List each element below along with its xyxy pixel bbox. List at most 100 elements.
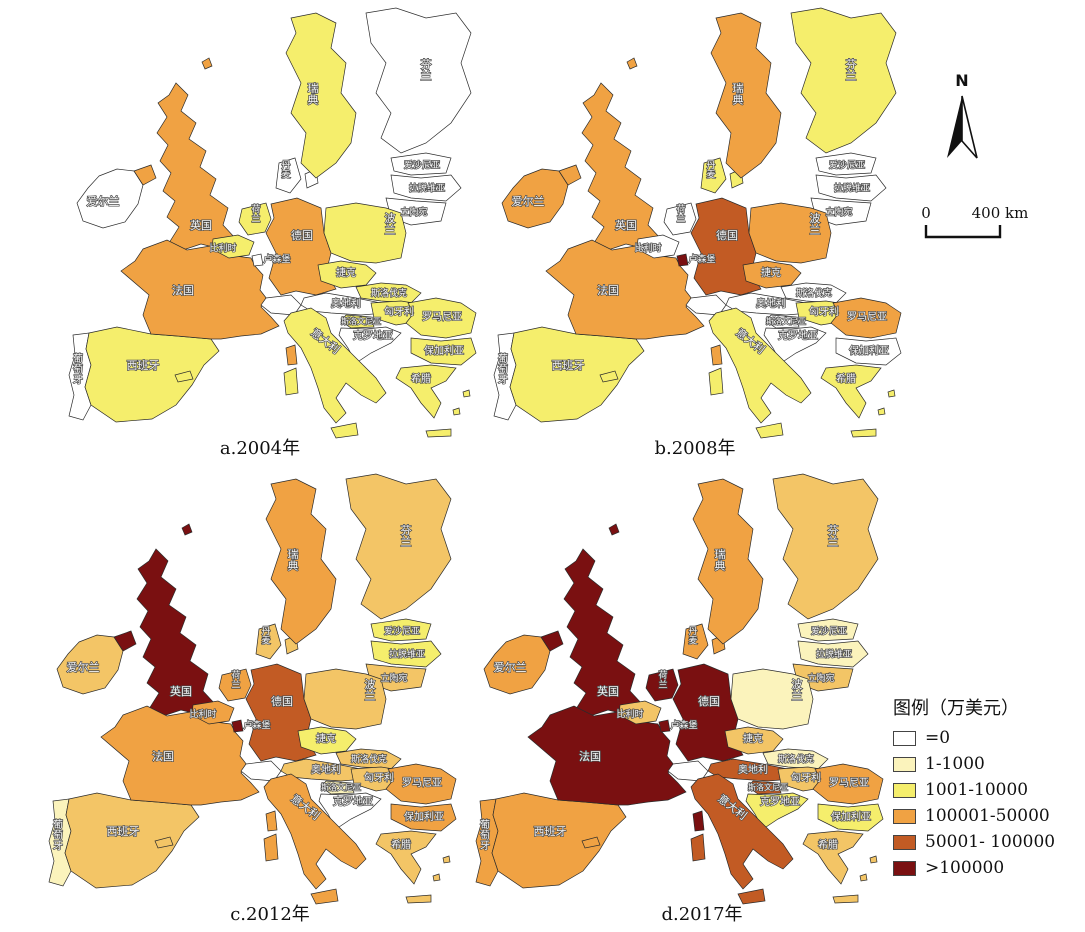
country-FR <box>545 239 705 340</box>
country-label-NL: 荷兰 <box>251 204 260 224</box>
country-FR <box>100 705 260 806</box>
country-RO <box>812 763 884 805</box>
country-ES <box>581 836 601 849</box>
legend-item: 100001-50000 <box>893 808 1083 825</box>
country-ES <box>64 792 200 889</box>
north-arrow-left <box>947 96 962 158</box>
country-GR <box>869 855 878 864</box>
country-HR <box>338 326 402 364</box>
country-label-LV: 拉脱维亚 <box>389 648 425 660</box>
country-label-IE: 爱尔兰 <box>87 195 120 208</box>
country-BE <box>618 700 662 725</box>
country-label-BE: 比利时 <box>616 708 643 720</box>
country-label-LU: 卢森堡 <box>670 719 697 731</box>
country-NL <box>645 668 679 702</box>
country-LV <box>390 174 462 202</box>
country-NL <box>218 668 252 702</box>
country-LU <box>231 719 244 733</box>
country-label-LU: 卢森堡 <box>688 253 715 265</box>
country-label-FR: 法国 <box>152 749 174 763</box>
legend-swatch <box>893 861 916 876</box>
country-GB <box>558 164 582 186</box>
country-label-SE: 瑞典 <box>308 81 319 107</box>
country-label-SI: 斯洛文尼亚 <box>748 782 788 792</box>
country-label-SE: 瑞典 <box>733 81 744 107</box>
country-label-GB: 英国 <box>170 684 192 698</box>
country-SI <box>765 314 800 329</box>
country-LV <box>370 640 442 668</box>
panel-caption-d: d.2017年 <box>661 904 742 925</box>
country-GR <box>405 894 432 904</box>
panel-caption-a: a.2004年 <box>220 438 300 459</box>
country-ES <box>174 370 194 383</box>
country-FR <box>710 344 723 366</box>
country-label-HU: 匈牙利 <box>809 305 839 318</box>
country-GR <box>877 407 886 416</box>
country-BG <box>410 337 477 366</box>
country-label-ES: 西班牙 <box>127 359 160 372</box>
panel-caption-c: c.2012年 <box>230 904 310 925</box>
country-label-LV: 拉脱维亚 <box>834 182 870 194</box>
country-label-BG: 保加利亚 <box>849 344 889 357</box>
country-label-GR: 希腊 <box>836 372 856 385</box>
country-label-DK: 丹麦 <box>261 626 270 646</box>
country-label-HR: 克罗地亚 <box>333 795 373 808</box>
country-label-FI: 芬兰 <box>828 524 839 549</box>
country-SK <box>762 748 829 770</box>
country-IT <box>283 307 387 424</box>
legend-item-label: 1001-10000 <box>925 780 1029 800</box>
country-ES <box>491 792 627 889</box>
country-label-FI: 芬兰 <box>421 58 432 83</box>
country-SI <box>320 780 355 795</box>
country-label-LT: 立陶宛 <box>400 206 427 218</box>
country-GB <box>563 548 644 717</box>
country-RO <box>830 297 902 339</box>
country-label-PL: 波兰 <box>385 212 396 237</box>
country-EE <box>370 618 432 642</box>
country-label-NL: 荷兰 <box>658 670 667 690</box>
country-label-SE: 瑞典 <box>288 547 299 573</box>
country-CZ <box>317 260 377 289</box>
country-label-SI: 斯洛文尼亚 <box>766 316 806 326</box>
country-label-CZ: 捷克 <box>316 732 336 745</box>
country-ES <box>154 836 174 849</box>
country-DK <box>700 157 727 194</box>
country-GR <box>850 428 877 438</box>
legend-item: >100000 <box>893 860 1083 877</box>
country-BE <box>211 234 255 259</box>
country-FR <box>120 239 280 340</box>
country-GR <box>452 407 461 416</box>
country-FR <box>285 344 298 366</box>
country-HR <box>745 792 809 830</box>
country-label-FR: 法国 <box>172 283 194 297</box>
country-EE <box>797 618 859 642</box>
north-label: N <box>955 71 968 90</box>
country-label-PL: 波兰 <box>365 678 376 703</box>
country-IT <box>310 888 339 905</box>
country-label-EE: 爱沙尼亚 <box>811 626 847 637</box>
country-GB <box>540 630 564 652</box>
country-IT <box>690 773 794 890</box>
country-GB <box>201 57 213 70</box>
country-label-IE: 爱尔兰 <box>67 661 100 674</box>
country-label-IE: 爱尔兰 <box>512 195 545 208</box>
country-DK <box>682 623 709 660</box>
legend-item-label: =0 <box>925 728 951 748</box>
scale-bar: 0 400 km <box>921 204 1028 239</box>
country-PL <box>748 202 832 264</box>
country-label-LT: 立陶宛 <box>807 672 834 684</box>
country-IT <box>708 367 724 396</box>
country-label-GR: 希腊 <box>391 838 411 851</box>
country-label-BG: 保加利亚 <box>404 810 444 823</box>
country-NL <box>663 202 697 236</box>
country-label-PT: 葡萄牙 <box>53 818 63 852</box>
country-GB <box>136 548 217 717</box>
country-label-PL: 波兰 <box>810 212 821 237</box>
country-label-SI: 斯洛文尼亚 <box>321 782 361 792</box>
country-GR <box>859 873 868 882</box>
legend-swatch <box>893 835 916 850</box>
country-FI <box>772 473 879 620</box>
country-BE <box>191 700 235 725</box>
country-label-DK: 丹麦 <box>281 160 290 180</box>
country-SK <box>780 282 847 304</box>
